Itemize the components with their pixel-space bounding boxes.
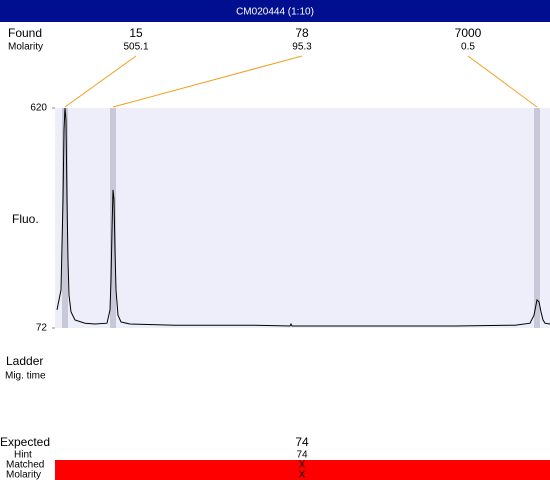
- found-label: Found: [8, 26, 42, 40]
- title: CM020444 (1:10): [236, 7, 314, 18]
- peak-connector: [64, 55, 137, 108]
- expected-label: Expected: [0, 435, 50, 449]
- y-tick-label: 620: [30, 103, 47, 114]
- molarity-bottom-label: Molarity: [6, 470, 41, 480]
- trace: [56, 107, 550, 327]
- peak-band: [110, 108, 116, 328]
- peak-connector: [467, 55, 538, 108]
- title-bar: [0, 0, 550, 22]
- found-size: 78: [295, 26, 309, 40]
- peak-band: [62, 108, 68, 328]
- found-molarity: 95.3: [292, 42, 312, 53]
- peak-band: [534, 108, 540, 328]
- molarity-label: Molarity: [8, 42, 43, 53]
- found-size: 15: [129, 26, 143, 40]
- matched-value: X: [299, 460, 306, 471]
- hint-label: Hint: [14, 450, 32, 461]
- hint-value: 74: [296, 450, 308, 461]
- expected-size: 74: [295, 435, 309, 449]
- ladder-label: Ladder: [6, 354, 43, 368]
- found-molarity: 505.1: [123, 42, 148, 53]
- matched-label: Matched: [6, 460, 44, 471]
- mig-time-label: Mig. time: [5, 371, 46, 382]
- found-size: 7000: [455, 26, 482, 40]
- plot-background: [55, 108, 550, 328]
- molarity-bottom-value: X: [299, 470, 306, 480]
- fluo-label: Fluo.: [12, 212, 39, 226]
- peak-connector: [112, 55, 303, 108]
- y-tick-label: 72: [36, 323, 48, 334]
- found-molarity: 0.5: [461, 42, 475, 53]
- matched-bar: [55, 460, 550, 480]
